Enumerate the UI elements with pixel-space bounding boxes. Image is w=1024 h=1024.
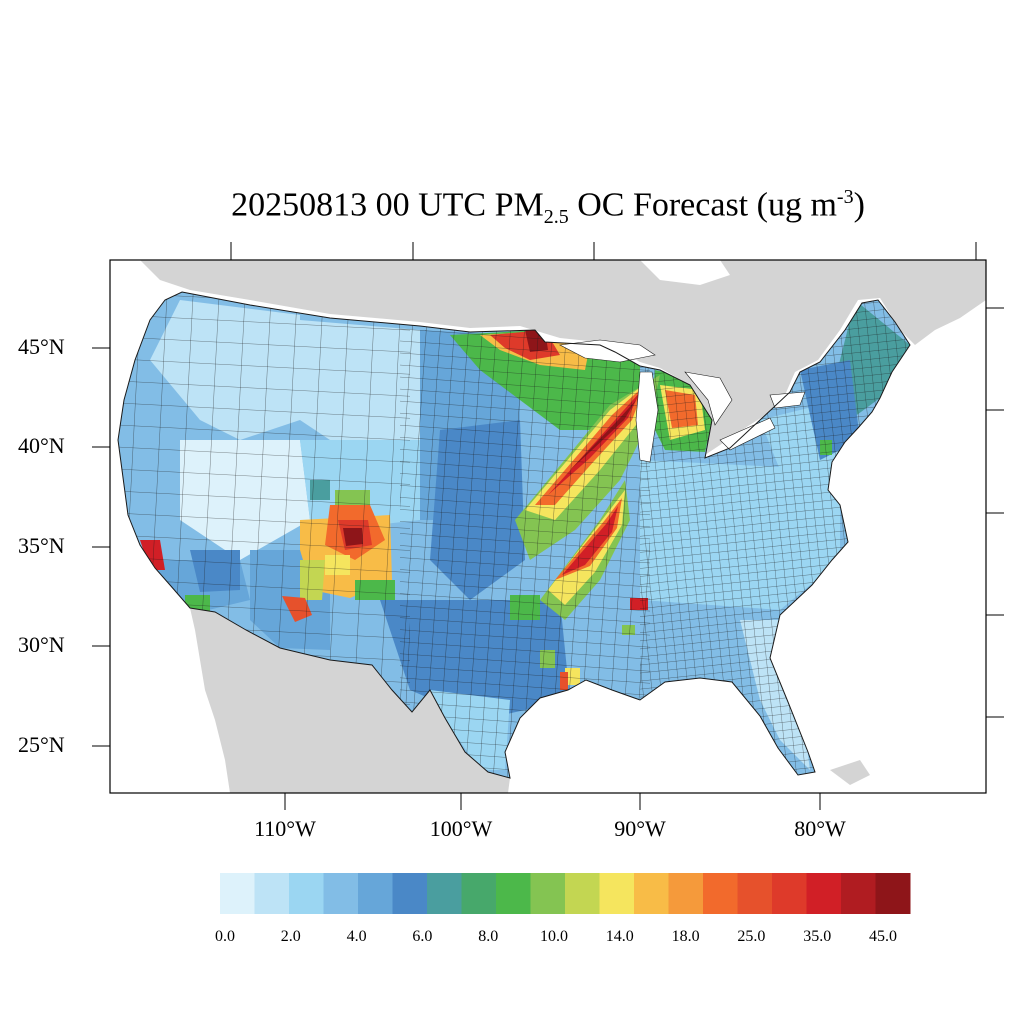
top-axis-ticks [230, 242, 977, 260]
colorbar-tick-label: 25.0 [737, 928, 766, 945]
colorbar-tick-label: 45.0 [869, 928, 897, 945]
colorbar-swatch [530, 873, 566, 914]
colorbar-swatch [220, 873, 255, 914]
colorbar-swatch [806, 873, 842, 914]
hudson-bay-hint [640, 260, 730, 285]
colorbar-swatch [496, 873, 531, 914]
title-subscript: 2.5 [543, 206, 569, 229]
title-superscript: -3 [836, 186, 854, 208]
colorbar-tick-label: 18.0 [671, 928, 700, 945]
colorbar-swatch [703, 873, 738, 914]
colorbar-swatch [737, 873, 773, 914]
colorbar-swatch [841, 873, 876, 914]
colorbar-tick-label: 2.0 [280, 928, 301, 945]
colorbar-swatch [668, 873, 704, 914]
colorbar-swatch [565, 873, 600, 914]
colorbar-swatch [289, 873, 324, 914]
map-title: 20250813 00 UTC PM2.5 OC Forecast (ug m-… [0, 186, 1024, 229]
lat-label-45: 45°N [18, 334, 65, 359]
colorbar-tick-label: 0.0 [215, 928, 235, 945]
lake-michigan [635, 371, 659, 463]
left-axis-ticks [92, 347, 110, 747]
colorbar-swatch [634, 873, 669, 914]
colorbar-tick-label: 8.0 [478, 928, 499, 945]
colorbar-swatch [772, 873, 807, 914]
colorbar-swatch [427, 873, 462, 914]
colorbar-swatch [323, 873, 359, 914]
colorbar-tick-label: 14.0 [605, 928, 634, 945]
lon-label-80w: 80°W [794, 816, 846, 841]
lon-label-90w: 90°W [614, 816, 666, 841]
mexico-landmass [190, 608, 510, 793]
title-main: 20250813 00 UTC PM [231, 186, 544, 224]
lake-huron [684, 371, 733, 426]
bottom-axis-ticks [284, 793, 821, 810]
colorbar-tick-label: 35.0 [803, 928, 832, 945]
colorbar-tick-label: 10.0 [540, 928, 568, 945]
colorbar-swatch [875, 873, 911, 914]
lat-label-40: 40°N [18, 433, 65, 458]
lake-erie [719, 417, 776, 451]
map-frame [109, 259, 987, 794]
colorbar-swatch [392, 873, 428, 914]
title-end: ) [853, 186, 865, 224]
cuba-landmass [830, 760, 870, 785]
colorbar-swatch [461, 873, 497, 914]
lat-label-30: 30°N [18, 632, 65, 657]
lake-ontario [769, 391, 806, 409]
lat-label-35: 35°N [18, 533, 65, 558]
right-axis-ticks [986, 307, 1004, 718]
lon-label-110w: 110°W [254, 816, 316, 841]
colorbar-tick-label: 6.0 [412, 928, 433, 945]
colorbar-swatch [599, 873, 635, 914]
colorbar-swatch [254, 873, 290, 914]
colorbar-tick-label: 4.0 [346, 928, 367, 945]
colorbar-swatch [358, 873, 393, 914]
great-lakes [559, 339, 806, 463]
title-mid: OC Forecast (ug m [568, 186, 837, 224]
lon-label-100w: 100°W [429, 816, 493, 841]
colorbar [220, 873, 911, 914]
lat-label-25: 25°N [18, 732, 65, 757]
lake-superior [559, 339, 656, 363]
